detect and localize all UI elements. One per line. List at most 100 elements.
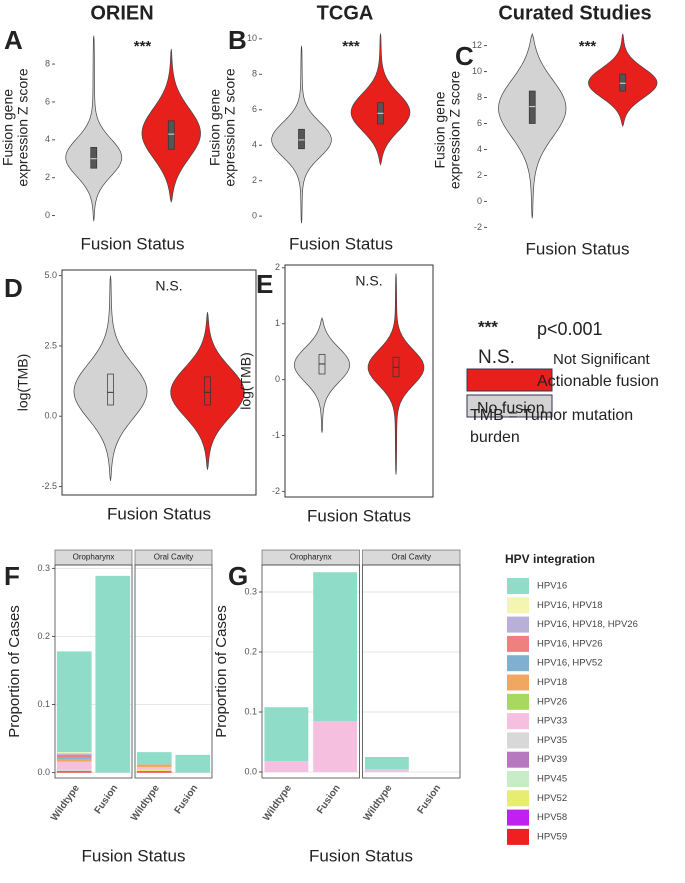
legend-swatch [507,578,529,594]
x-tick-label: Wildtype [261,783,294,824]
violin [170,312,245,470]
y-tick-label: 1 [275,318,280,328]
legend-swatch [507,771,529,787]
box [204,376,211,406]
y-axis-label: expression Z score [15,68,31,186]
y-axis-label: log(TMB) [238,352,254,410]
x-axis-label: Fusion Status [82,846,186,865]
y-tick-label: 8 [252,69,257,79]
y-tick-label: -2.5 [41,481,57,491]
y-axis-label: Proportion of Cases [213,605,230,738]
bar-segment [56,651,92,753]
x-tick-label: Wildtype [129,783,162,824]
bar-segment [313,572,358,721]
panel-title: ORIEN [90,2,153,24]
y-axis-label: Proportion of Cases [6,605,23,738]
bar-segment [56,761,92,770]
box [107,373,114,406]
y-tick-label: 0.2 [244,646,257,656]
x-tick-label: Fusion [173,783,201,816]
y-tick-label: 6 [45,96,50,106]
x-axis-label: Fusion Status [309,846,413,865]
y-tick-label: 0.1 [37,699,50,709]
x-axis-label: Fusion Status [81,234,185,253]
bar-segment [364,757,409,769]
y-tick-label: 2 [477,170,482,180]
legend-label: HPV58 [537,812,567,823]
y-tick-label: 2 [275,262,280,272]
legend-swatch [507,693,529,710]
legend-swatch [507,732,529,749]
legend-swatch [507,597,529,614]
y-tick-label: 4 [477,144,482,154]
y-axis-label: Fusion gene [207,89,223,166]
legend-text: p<0.001 [537,319,603,339]
legend-swatch [507,790,529,807]
bar-segment [264,707,309,762]
legend-swatch [507,616,529,633]
legend-label: HPV35 [537,735,567,746]
y-tick-label: 0 [45,210,50,220]
y-tick-label: 0 [252,211,257,221]
bar-segment [136,767,172,770]
x-tick-label: Wildtype [362,783,395,824]
bar-segment [56,757,92,759]
facet-label: Oropharynx [290,553,332,562]
legend-swatch [507,828,529,845]
x-tick-label: Fusion [415,783,443,816]
legend-text: Not Significant [553,351,651,368]
y-axis-label: Fusion gene [0,89,16,166]
legend-label: HPV33 [537,716,567,727]
panel-letter: C [455,41,474,71]
plot-frame [61,269,257,496]
legend-text: No fusion [477,400,545,417]
panel-letter: F [4,561,20,591]
y-tick-label: 8 [45,58,50,68]
legend-title: HPV integration [505,552,595,566]
violin [65,35,123,222]
panel-letter: G [228,561,248,591]
violin [350,33,411,166]
legend-swatch [507,655,529,672]
y-tick-label: -2 [474,222,482,232]
panel-letter: D [4,273,23,303]
legend-swatch [507,635,529,652]
legend-label: HPV39 [537,754,567,765]
y-tick-label: 0.0 [44,411,57,421]
legend-label: HPV45 [537,774,567,785]
legend-note: burden [470,429,520,446]
legend-label: HPV18 [537,677,567,688]
box [298,128,305,150]
y-tick-label: 6 [477,118,482,128]
plot-frame [284,264,434,498]
y-axis-label: log(TMB) [15,354,31,412]
y-tick-label: -2 [272,486,280,496]
y-tick-label: 5.0 [44,270,57,280]
y-tick-label: 0.2 [37,631,50,641]
annotation: *** [579,38,597,55]
x-axis-label: Fusion Status [107,504,211,523]
y-tick-label: 2 [45,172,50,182]
y-tick-label: 0.3 [244,586,257,596]
legend-symbol: *** [478,317,498,336]
y-tick-label: 4 [252,140,257,150]
facet-label: Oral Cavity [154,553,194,562]
facet-label: Oropharynx [73,553,115,562]
violin [498,32,567,219]
x-axis-label: Fusion Status [307,506,411,525]
bar-segment [56,753,92,755]
legend-note: TMB = Tumor mutation [470,407,633,424]
y-tick-label: 10 [247,33,257,43]
bar-segment [56,752,92,754]
panel-letter: B [228,25,247,55]
legend-label: HPV26 [537,696,567,707]
y-tick-label: 0 [477,196,482,206]
legend-label: HPV16 [537,581,567,592]
legend-swatch [507,809,529,826]
violin [294,317,350,433]
bar-segment [313,721,358,772]
legend-label: HPV52 [537,793,567,804]
bar-segment [136,771,172,773]
panel-letter: E [256,269,273,299]
